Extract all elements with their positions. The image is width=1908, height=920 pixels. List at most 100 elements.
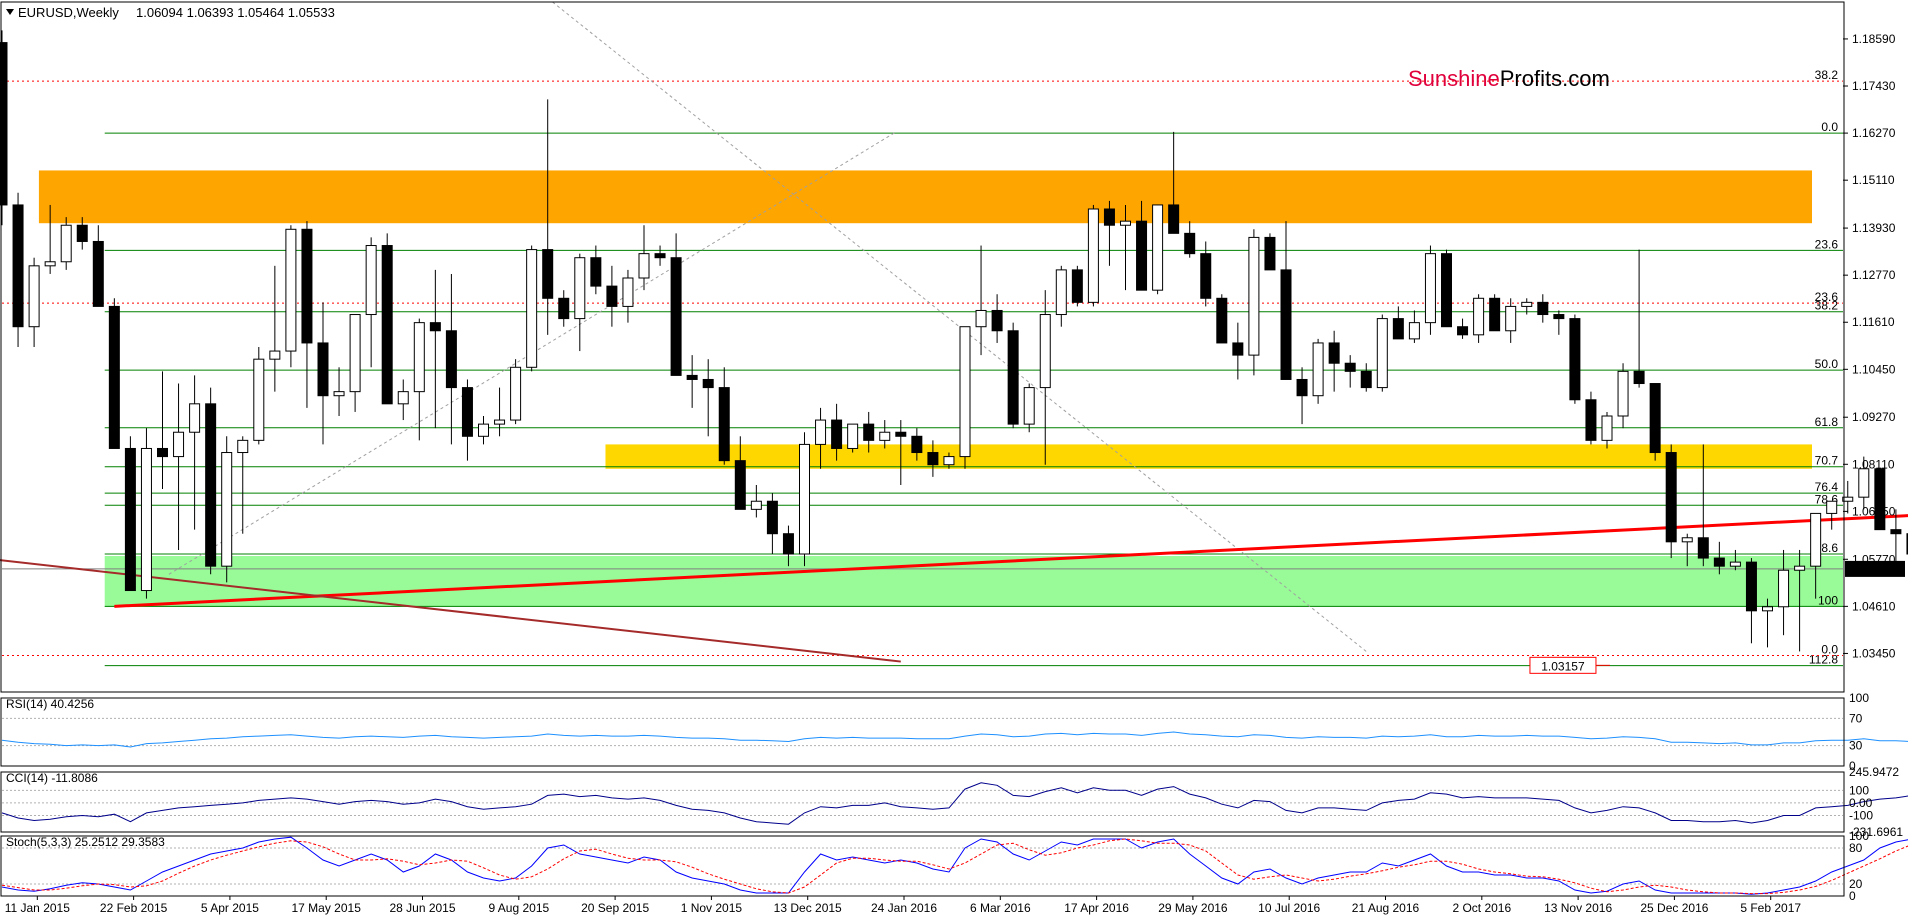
candle <box>60 217 72 270</box>
indicator-label: CCI(14) -11.8086 <box>6 771 98 785</box>
zones-layer <box>38 170 1844 607</box>
candle <box>140 428 152 599</box>
candle-bull <box>1376 318 1388 389</box>
candle <box>1681 533 1693 567</box>
candle-bear <box>1344 362 1356 372</box>
candle <box>1521 298 1533 315</box>
candle <box>1794 549 1806 652</box>
time-tick-label: 5 Apr 2015 <box>201 901 259 915</box>
candle-bear <box>1200 253 1212 299</box>
candle <box>782 525 794 567</box>
symbol-label: EURUSD,Weekly <box>18 5 119 20</box>
candle <box>0 30 8 226</box>
candle <box>205 387 217 575</box>
candle <box>381 233 393 405</box>
indicator-panel-frame <box>0 697 1845 767</box>
candle-bull <box>365 245 377 316</box>
candle <box>1376 314 1388 392</box>
yellow-zone <box>605 444 1812 469</box>
candle <box>1537 294 1549 323</box>
candle-bear <box>1168 204 1180 234</box>
candle-bear <box>1184 232 1196 255</box>
candle <box>1553 310 1565 335</box>
candle <box>1601 411 1613 449</box>
price-tick-label: 1.16270 <box>1852 126 1896 140</box>
candle <box>574 253 586 352</box>
candle-bear <box>205 403 217 567</box>
candle <box>237 436 249 534</box>
candle <box>766 493 778 554</box>
menu-triangle-icon[interactable] <box>6 9 14 15</box>
candle-bull <box>44 261 56 267</box>
candle-bull <box>1087 208 1099 303</box>
candle <box>1248 229 1260 376</box>
fib-label-70.7: 70.7 <box>1815 454 1839 468</box>
price-tick-label: 1.13930 <box>1852 221 1896 235</box>
candle-bear <box>1874 468 1886 531</box>
candle-bear <box>1665 452 1677 543</box>
indicator-axis-label: 100 <box>1849 783 1869 797</box>
candle <box>92 225 104 307</box>
candle <box>1264 233 1276 271</box>
candle <box>221 436 233 583</box>
time-tick-label: 21 Aug 2016 <box>1352 901 1420 915</box>
candle-bull <box>1039 314 1051 389</box>
indicator-axis-label: 0 <box>1849 759 1856 773</box>
candle-bear <box>301 228 313 344</box>
candle <box>542 99 554 335</box>
indicator-axis-label: 30 <box>1849 739 1863 753</box>
indicator-panel-frame <box>0 771 1845 833</box>
indicator-axis-label: 20 <box>1849 877 1863 891</box>
candle <box>895 420 907 485</box>
candle <box>1729 549 1741 571</box>
candle-bull <box>622 277 634 307</box>
candle-bull <box>1842 496 1854 502</box>
candle-bear <box>157 447 168 458</box>
candle <box>911 428 923 461</box>
candle-bull <box>397 391 409 405</box>
candle <box>1842 480 1854 514</box>
candle-bear <box>317 342 329 397</box>
candle <box>1762 598 1773 648</box>
low-annotation-label: 1.03157 <box>1541 659 1585 673</box>
candle-bear <box>1906 533 1908 555</box>
candle-bear <box>1745 561 1757 612</box>
candle <box>526 245 538 372</box>
candle-bull <box>1617 370 1629 417</box>
indicator-axis-label: 100 <box>1849 829 1869 843</box>
ohlc-label: 1.06094 1.06393 1.05464 1.05533 <box>136 5 335 20</box>
candle-bear <box>718 387 730 462</box>
price-tick-label: 1.08110 <box>1852 457 1895 471</box>
candle-bull <box>285 228 297 352</box>
cci-line <box>1 782 1908 825</box>
green-support-zone <box>104 556 1844 607</box>
candle-bull <box>1601 415 1613 441</box>
candle-bear <box>670 257 682 376</box>
price-axis: 10070300245.94721000.00-100-231.69611008… <box>1843 32 1905 903</box>
price-tick-label: 1.12770 <box>1852 268 1896 282</box>
candle <box>1713 541 1725 575</box>
price-tick-label: 1.09270 <box>1852 410 1896 424</box>
candle-bear <box>895 431 907 437</box>
candle <box>1633 249 1645 388</box>
candle <box>991 294 1003 343</box>
candle-bear <box>590 257 602 287</box>
candle <box>1152 204 1164 295</box>
candle <box>1007 322 1019 429</box>
candle-bull <box>815 419 827 445</box>
candle-bear <box>0 42 8 206</box>
candle-bear <box>429 322 441 332</box>
time-tick-label: 17 May 2015 <box>292 901 362 915</box>
candle <box>445 273 457 445</box>
candle <box>1649 383 1661 461</box>
candle-bear <box>124 447 136 592</box>
fib-label-61.8: 61.8 <box>1815 415 1839 429</box>
candle-bull <box>333 391 345 397</box>
indicator-axis-label: 70 <box>1849 711 1863 725</box>
time-tick-label: 5 Feb 2017 <box>1740 901 1801 915</box>
candle-bear <box>1697 537 1709 559</box>
candle <box>510 359 522 425</box>
candle-bear <box>863 423 875 441</box>
